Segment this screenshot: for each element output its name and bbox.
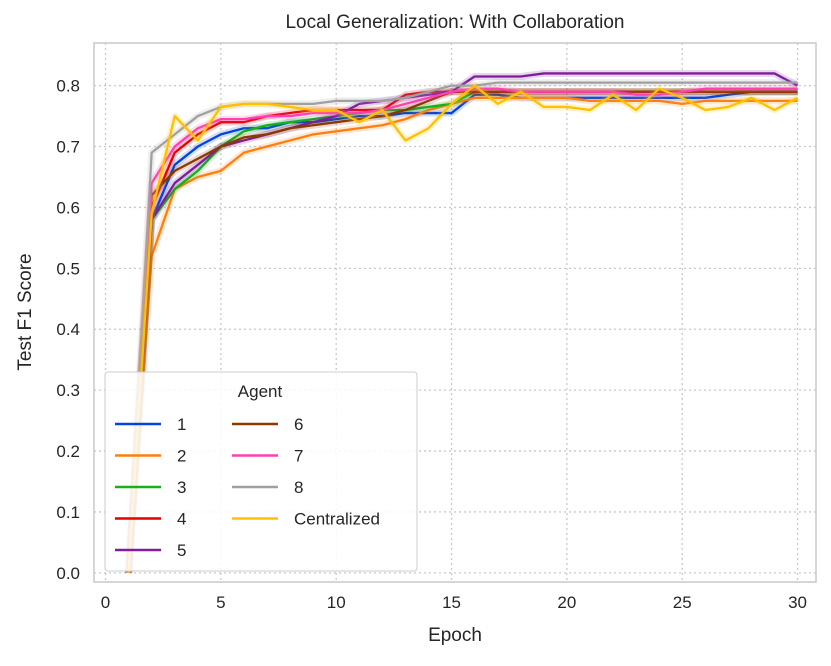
legend-item-7: 7 — [232, 447, 303, 466]
series-line-2 — [127, 96, 798, 573]
legend-item-2: 2 — [115, 447, 186, 466]
legend-label: 7 — [294, 447, 303, 466]
legend-label: 8 — [294, 478, 303, 497]
series-line-5 — [127, 72, 799, 573]
y-axis-label: Test F1 Score — [15, 253, 36, 370]
y-tick-label: 0.0 — [56, 564, 80, 583]
y-tick-label: 0.6 — [56, 198, 80, 217]
y-tick-label: 0.2 — [56, 442, 80, 461]
x-tick-label: 10 — [327, 593, 346, 612]
legend-item-centralized: Centralized — [232, 510, 380, 529]
y-tick-label: 0.3 — [56, 381, 80, 400]
legend-label: 6 — [294, 415, 303, 434]
x-tick-label: 25 — [673, 593, 692, 612]
x-tick-label: 20 — [557, 593, 576, 612]
legend-item-8: 8 — [232, 478, 303, 497]
x-axis-ticks: 0 5 10 15 20 25 30 — [101, 593, 807, 612]
series-line-centralized — [127, 84, 799, 573]
legend-label: 1 — [177, 415, 186, 434]
y-tick-label: 0.5 — [56, 259, 80, 278]
legend-label: 5 — [177, 541, 186, 560]
legend-item-1: 1 — [115, 415, 186, 434]
legend-item-5: 5 — [115, 541, 186, 560]
legend-label: 2 — [177, 447, 186, 466]
x-tick-label: 0 — [101, 593, 110, 612]
x-tick-label: 5 — [216, 593, 225, 612]
y-tick-label: 0.4 — [56, 320, 80, 339]
x-tick-label: 30 — [788, 593, 807, 612]
chart-title: Local Generalization: With Collaboration — [285, 12, 624, 33]
y-tick-label: 0.8 — [56, 77, 80, 96]
series-line-7 — [127, 87, 798, 573]
plot-frame — [93, 42, 817, 583]
plot-area — [125, 69, 800, 574]
legend-label: 3 — [177, 478, 186, 497]
legend-label: Centralized — [294, 510, 380, 529]
legend-label: 4 — [177, 510, 186, 529]
x-tick-label: 15 — [442, 593, 461, 612]
y-tick-label: 0.1 — [56, 503, 80, 522]
legend: Agent 1 2 3 4 5 6 7 8 Centralized — [104, 371, 418, 572]
y-tick-label: 0.7 — [56, 138, 80, 157]
legend-box — [104, 371, 418, 572]
legend-item-4: 4 — [115, 510, 186, 529]
legend-item-3: 3 — [115, 478, 186, 497]
series-centralized — [125, 82, 800, 574]
x-axis-label: Epoch — [428, 625, 482, 646]
y-axis-ticks: 0.0 0.1 0.2 0.3 0.4 0.5 0.6 0.7 0.8 — [56, 77, 80, 583]
series-line-1 — [127, 90, 798, 573]
series-2 — [125, 94, 798, 574]
legend-item-6: 6 — [232, 415, 303, 434]
legend-title: Agent — [238, 382, 283, 401]
